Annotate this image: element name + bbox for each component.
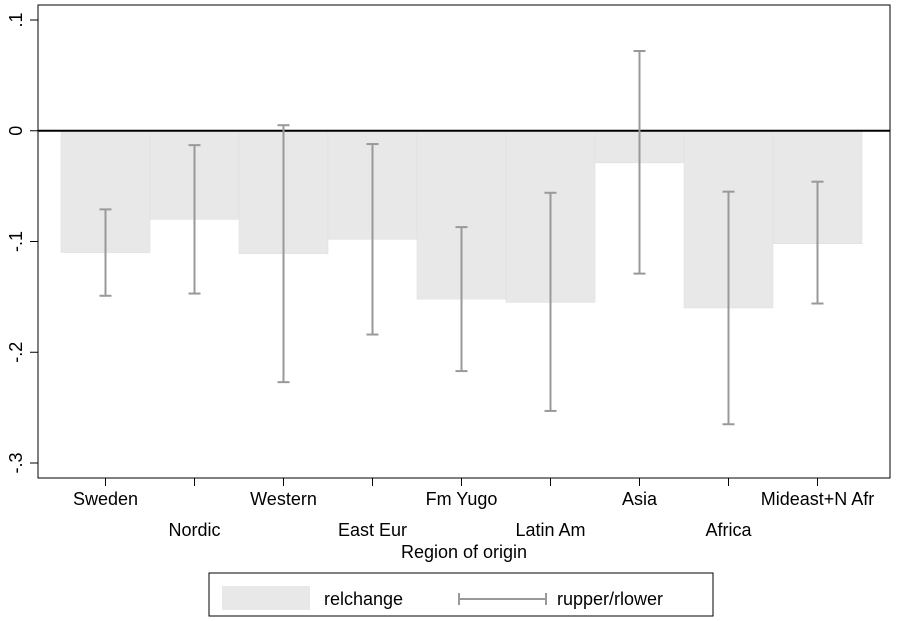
y-tick-label: 0 [6,126,26,136]
x-tick-label: East Eur [338,520,407,540]
legend-swatch-relchange [222,586,310,610]
error-bar-east-eur [366,143,379,336]
x-tick-label: Latin Am [515,520,585,540]
x-tick-label: Africa [705,520,752,540]
x-tick-label: Nordic [168,520,220,540]
y-tick-label: -.3 [6,452,26,473]
error-bar-western [277,124,290,384]
legend-swatch-errorbar [458,593,547,605]
error-bar-nordic [188,144,201,295]
x-tick-label: Mideast+N Afr [761,489,875,509]
error-bars-group [99,50,824,426]
y-axis: .1 0 -.1 -.2 -.3 [6,12,38,474]
legend-label-errorbar: rupper/rlower [557,589,663,609]
error-bar-latin-am [544,191,557,412]
error-bar-fm-yugo [455,226,468,373]
y-tick-label: .1 [6,12,26,27]
legend: relchange rupper/rlower [208,572,714,617]
x-axis: Sweden Nordic Western East Eur Fm Yugo Latin … [73,478,874,540]
y-tick-label: -.2 [6,342,26,363]
x-tick-label: Western [250,489,317,509]
x-tick-label: Sweden [73,489,138,509]
error-bar-africa [722,190,735,426]
x-axis-label: Region of origin [401,542,527,562]
error-bar-asia [633,50,646,275]
y-tick-label: -.1 [6,231,26,252]
error-bar-sweden [99,208,112,297]
legend-label-relchange: relchange [324,589,403,609]
x-tick-label: Asia [622,489,658,509]
x-tick-label: Fm Yugo [426,489,498,509]
error-bar-mideast-n-afr [811,180,824,305]
bars-group [60,130,863,309]
